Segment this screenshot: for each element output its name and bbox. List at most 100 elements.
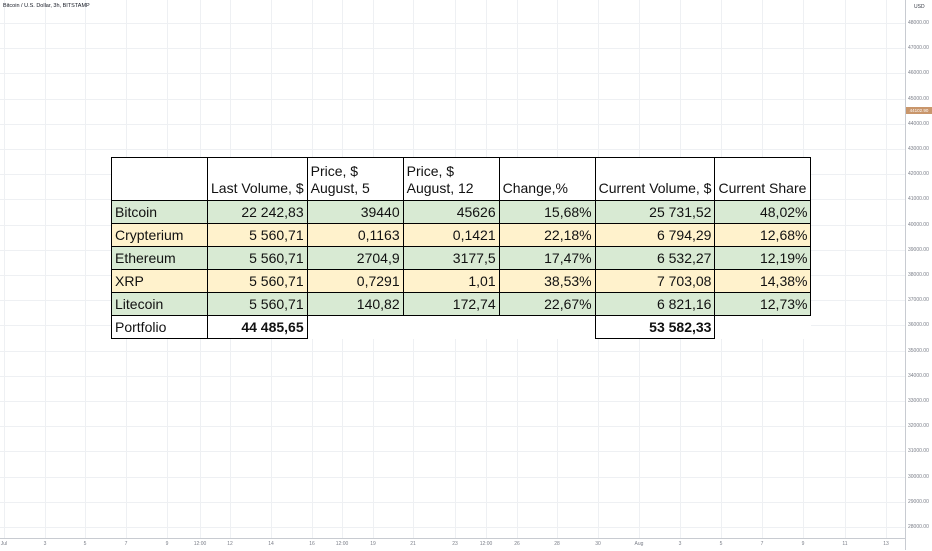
portfolio-last-volume-cell: 44 485,65 bbox=[207, 315, 308, 339]
price-axis-label: 35000.00 bbox=[908, 348, 929, 354]
time-axis-label: 13 bbox=[883, 541, 889, 547]
time-axis-label: 21 bbox=[410, 541, 416, 547]
symbol-title[interactable]: Bitcoin / U.S. Dollar, 3h, BITSTAMP bbox=[3, 3, 90, 9]
asset-name-cell: Crypterium bbox=[111, 223, 208, 247]
current-volume-cell: 25 731,52 bbox=[594, 200, 716, 224]
current-volume-cell: 6 532,27 bbox=[594, 246, 716, 270]
time-axis-label: 5 bbox=[719, 541, 723, 547]
time-axis-label: 30 bbox=[595, 541, 601, 547]
price-axis-label: 37000.00 bbox=[908, 297, 929, 303]
vertical-grid-line bbox=[45, 0, 46, 538]
portfolio-table: Last Volume, $ Price, $ August, 5 Price, $ A… bbox=[111, 157, 812, 339]
time-axis-label: Aug bbox=[634, 541, 644, 547]
price-aug12-cell: 0,1421 bbox=[402, 223, 500, 247]
price-axis-label: 43000.00 bbox=[908, 146, 929, 152]
horizontal-grid-line bbox=[0, 149, 905, 150]
current-share-cell: 12,73% bbox=[714, 292, 812, 316]
horizontal-grid-line bbox=[0, 48, 905, 49]
vertical-grid-line bbox=[886, 0, 887, 538]
vertical-grid-line bbox=[85, 0, 86, 538]
price-aug12-cell: 3177,5 bbox=[402, 246, 500, 270]
horizontal-grid-line bbox=[0, 451, 905, 452]
price-axis-label: 46000.00 bbox=[908, 70, 929, 76]
current-volume-cell: 6 821,16 bbox=[594, 292, 716, 316]
price-aug12-cell: 45626 bbox=[402, 200, 500, 224]
horizontal-grid-line bbox=[0, 124, 905, 125]
last-volume-cell: 5 560,71 bbox=[207, 269, 308, 293]
last-volume-cell: 5 560,71 bbox=[207, 246, 308, 270]
current-share-cell: 48,02% bbox=[714, 200, 812, 224]
change-cell: 15,68% bbox=[498, 200, 596, 224]
price-aug12-cell: 1,01 bbox=[402, 269, 500, 293]
price-aug12-cell: 172,74 bbox=[402, 292, 500, 316]
horizontal-grid-line bbox=[0, 426, 905, 427]
vertical-grid-line bbox=[845, 0, 846, 538]
current-volume-cell: 6 794,29 bbox=[594, 223, 716, 247]
table-row: Ethereum 5 560,71 2704,9 3177,5 17,47% 6 532,… bbox=[111, 246, 812, 270]
price-axis-label: 39000.00 bbox=[908, 247, 929, 253]
price-axis-label: 36000.00 bbox=[908, 322, 929, 328]
price-aug5-cell: 0,7291 bbox=[306, 269, 404, 293]
time-axis-label: 12:00 bbox=[193, 541, 207, 547]
horizontal-grid-line bbox=[0, 477, 905, 478]
horizontal-grid-line bbox=[0, 73, 905, 74]
current-volume-cell: 7 703,08 bbox=[594, 269, 716, 293]
time-axis-label: 26 bbox=[514, 541, 520, 547]
asset-name-cell: Litecoin bbox=[111, 292, 208, 316]
price-aug5-cell: 39440 bbox=[306, 200, 404, 224]
price-axis-label: 30000.00 bbox=[908, 474, 929, 480]
time-axis[interactable] bbox=[0, 538, 905, 551]
price-axis-label: 42000.00 bbox=[908, 171, 929, 177]
time-axis-label: Jul bbox=[0, 541, 8, 547]
price-axis-label: 41000.00 bbox=[908, 196, 929, 202]
portfolio-current-volume-cell: 53 582,33 bbox=[594, 315, 716, 339]
empty-cell bbox=[403, 315, 500, 339]
price-axis-label: 45000.00 bbox=[908, 96, 929, 102]
portfolio-label-cell: Portfolio bbox=[111, 315, 208, 339]
table-header-cell: Change,% bbox=[498, 157, 596, 201]
current-price-label: 44102.90 bbox=[906, 107, 932, 114]
asset-name-cell: Bitcoin bbox=[111, 200, 208, 224]
time-axis-label: 14 bbox=[268, 541, 274, 547]
price-axis-label: 34000.00 bbox=[908, 373, 929, 379]
last-volume-cell: 5 560,71 bbox=[207, 223, 308, 247]
horizontal-grid-line bbox=[0, 23, 905, 24]
price-axis-label: 28000.00 bbox=[908, 524, 929, 530]
price-axis-label: 32000.00 bbox=[908, 423, 929, 429]
time-axis-label: 3 bbox=[678, 541, 682, 547]
empty-cell bbox=[307, 315, 404, 339]
time-axis-label: 9 bbox=[801, 541, 805, 547]
time-axis-label: 19 bbox=[370, 541, 376, 547]
time-axis-label: 12:00 bbox=[335, 541, 349, 547]
table-row: XRP 5 560,71 0,7291 1,01 38,53% 7 703,08 14,38… bbox=[111, 269, 812, 293]
price-axis[interactable] bbox=[905, 0, 932, 550]
price-aug5-cell: 2704,9 bbox=[306, 246, 404, 270]
time-axis-label: 5 bbox=[83, 541, 87, 547]
change-cell: 17,47% bbox=[498, 246, 596, 270]
time-axis-label: 11 bbox=[842, 541, 848, 547]
table-header-cell: Current Volume, $ bbox=[594, 157, 716, 201]
last-volume-cell: 5 560,71 bbox=[207, 292, 308, 316]
time-axis-label: 12 bbox=[227, 541, 233, 547]
change-cell: 38,53% bbox=[498, 269, 596, 293]
table-row: Crypterium 5 560,71 0,1163 0,1421 22,18% 6 79… bbox=[111, 223, 812, 247]
current-share-cell: 14,38% bbox=[714, 269, 812, 293]
time-axis-label: 12:00 bbox=[479, 541, 493, 547]
time-axis-label: 16 bbox=[309, 541, 315, 547]
empty-cell bbox=[499, 315, 596, 339]
currency-label[interactable]: USD bbox=[914, 4, 925, 10]
time-axis-label: 7 bbox=[124, 541, 128, 547]
table-row: Bitcoin 22 242,83 39440 45626 15,68% 25 731,5… bbox=[111, 200, 812, 224]
table-row: Litecoin 5 560,71 140,82 172,74 22,67% 6 821,… bbox=[111, 292, 812, 316]
time-axis-label: 28 bbox=[554, 541, 560, 547]
price-axis-label: 40000.00 bbox=[908, 222, 929, 228]
last-volume-cell: 22 242,83 bbox=[207, 200, 308, 224]
price-axis-label: 44000.00 bbox=[908, 121, 929, 127]
horizontal-grid-line bbox=[0, 99, 905, 100]
table-header-cell: Last Volume, $ bbox=[207, 157, 308, 201]
asset-name-cell: Ethereum bbox=[111, 246, 208, 270]
table-header-cell: Current Share bbox=[714, 157, 812, 201]
time-axis-label: 9 bbox=[165, 541, 169, 547]
table-header-cell bbox=[111, 157, 208, 201]
change-cell: 22,18% bbox=[498, 223, 596, 247]
